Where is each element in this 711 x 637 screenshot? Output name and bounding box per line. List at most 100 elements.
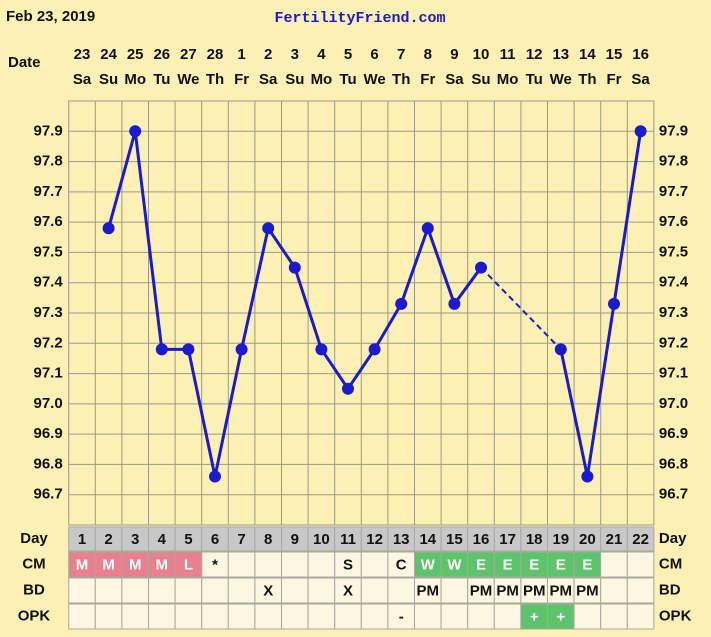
cell-text: 6	[211, 531, 219, 548]
cell-text: +	[530, 608, 539, 625]
table-cell	[68, 577, 96, 604]
y-tick-label: 97.9	[33, 122, 62, 139]
cell-text: 4	[158, 531, 167, 548]
date-label: 23	[74, 46, 91, 63]
table-cell	[467, 551, 495, 578]
table-cell	[334, 577, 362, 604]
y-tick-label-right: 97.4	[659, 274, 689, 291]
table-cell	[467, 526, 495, 552]
table-cell	[626, 603, 655, 630]
table-cell	[387, 577, 415, 604]
weekday-label: Sa	[445, 71, 464, 88]
y-tick-label-right: 97.9	[659, 122, 688, 139]
table-cell	[174, 603, 203, 630]
table-cell	[307, 577, 336, 604]
temp-point	[608, 297, 620, 310]
y-tick-label: 97.4	[33, 274, 63, 291]
date-label: 26	[153, 46, 170, 63]
cell-text: 21	[606, 531, 623, 548]
weekday-label: Sa	[631, 71, 650, 88]
temp-point	[448, 297, 461, 310]
row-label: Day	[20, 530, 48, 547]
date-label: 27	[180, 46, 197, 63]
date-label: 12	[526, 46, 543, 63]
temp-point	[421, 222, 434, 235]
y-tick-label: 97.8	[33, 153, 62, 170]
date-label: 5	[344, 46, 352, 63]
y-tick-label-right: 97.0	[659, 395, 688, 412]
table-cell	[600, 577, 628, 604]
temp-point	[581, 470, 594, 483]
table-cell	[626, 577, 655, 604]
cell-text: 19	[552, 531, 569, 548]
row-label-right: CM	[659, 555, 682, 572]
date-label: 1	[237, 46, 245, 63]
table-cell	[201, 526, 229, 552]
date-label: 6	[370, 46, 378, 63]
temp-point	[315, 343, 328, 356]
table-cell	[307, 603, 336, 630]
table-cell	[227, 551, 256, 578]
y-tick-label: 97.1	[33, 365, 62, 382]
table-cell	[573, 551, 602, 578]
table-cell	[440, 551, 469, 578]
y-tick-label: 97.7	[33, 183, 62, 200]
temp-point	[102, 222, 115, 235]
cell-text: M	[76, 556, 89, 573]
table-cell	[360, 551, 389, 578]
table-cell	[573, 526, 602, 552]
temp-point	[634, 125, 647, 138]
cell-text: M	[129, 556, 142, 573]
y-tick-label-right: 97.3	[659, 304, 688, 321]
date-label: 10	[473, 46, 490, 63]
table-cell	[254, 603, 282, 630]
table-cell	[201, 603, 229, 630]
cell-text: M	[156, 556, 169, 573]
table-cell	[174, 551, 203, 578]
table-cell	[467, 603, 495, 630]
y-tick-label-right: 97.1	[659, 365, 688, 382]
y-tick-label-right: 96.7	[659, 486, 688, 503]
table-cell	[121, 577, 150, 604]
temp-point	[129, 125, 142, 138]
cell-text: C	[396, 556, 407, 573]
table-cell	[307, 526, 336, 552]
weekday-label: Fr	[420, 71, 435, 88]
cell-text: 8	[264, 531, 272, 548]
weekday-label: Sa	[73, 71, 92, 88]
cell-text: 18	[526, 531, 543, 548]
cell-text: S	[343, 556, 353, 573]
y-tick-label-right: 97.6	[659, 213, 688, 230]
cell-text: 15	[446, 531, 463, 548]
date-label: 13	[552, 46, 569, 63]
table-cell	[94, 577, 123, 604]
weekday-label: We	[363, 71, 385, 88]
y-tick-label: 97.2	[33, 334, 62, 351]
date-label: 7	[397, 46, 405, 63]
table-cell	[573, 577, 602, 604]
date-label: 14	[579, 46, 596, 63]
table-cell	[493, 603, 522, 630]
table-cell	[547, 577, 575, 604]
row-label: CM	[22, 555, 45, 572]
date-label: 3	[291, 46, 299, 63]
table-cell	[68, 603, 96, 630]
table-cell	[440, 577, 469, 604]
table-cell	[254, 551, 282, 578]
table-cell	[520, 526, 549, 552]
weekday-label: Tu	[153, 71, 170, 88]
table-cell	[121, 551, 150, 578]
temp-point	[182, 343, 195, 356]
cell-text: M	[102, 556, 115, 573]
table-cell	[493, 551, 522, 578]
table-cell	[201, 551, 229, 578]
table-cell	[440, 526, 469, 552]
weekday-label: Tu	[339, 71, 356, 88]
cell-text: 12	[366, 531, 383, 548]
table-cell	[467, 577, 495, 604]
table-cell	[307, 551, 336, 578]
y-tick-label-right: 97.8	[659, 153, 688, 170]
date-label: 16	[632, 46, 649, 63]
cell-text: -	[399, 608, 404, 625]
date-label: 8	[424, 46, 432, 63]
